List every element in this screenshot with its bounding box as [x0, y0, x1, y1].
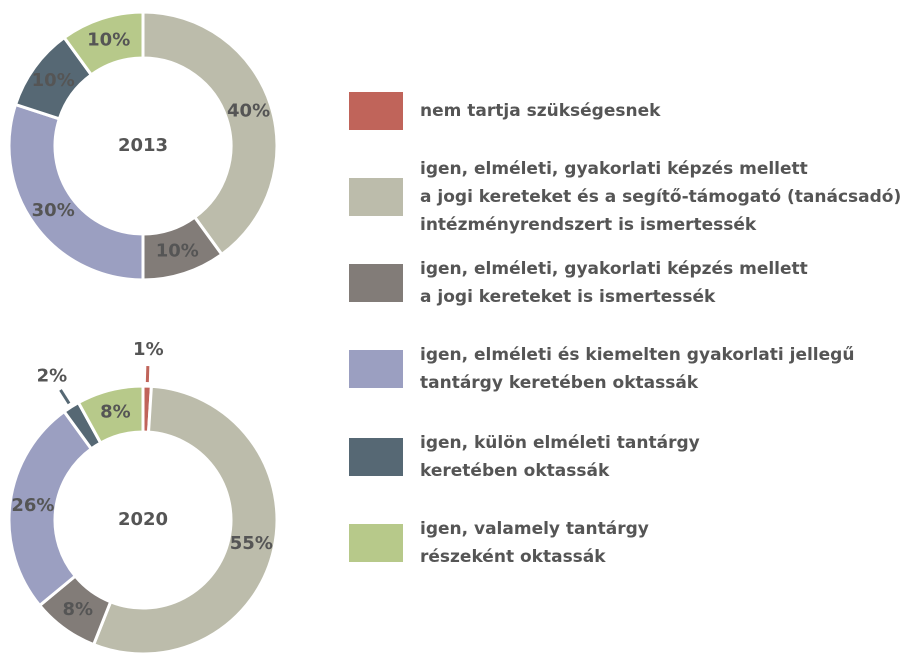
legend-swatch [349, 350, 403, 388]
chart-title: 2013 [118, 135, 168, 156]
legend-label: igen, elméleti, gyakorlati képzés mellet… [420, 159, 808, 179]
value-label: 40% [227, 101, 270, 122]
value-label: 10% [156, 241, 199, 262]
legend-swatch [349, 264, 403, 302]
legend-label: keretében oktassák [420, 461, 610, 481]
legend-label: a jogi kereteket is ismertessék [420, 287, 716, 307]
legend-label: igen, valamely tantárgy [420, 519, 649, 539]
leader-line [145, 366, 150, 383]
chart-title: 2020 [118, 509, 168, 530]
legend-swatch [349, 92, 403, 130]
legend-label: igen, elméleti és kiemelten gyakorlati j… [420, 345, 854, 365]
legend-label: tantárgy keretében oktassák [420, 373, 699, 393]
legend-swatch [349, 524, 403, 562]
legend-label: részeként oktassák [420, 547, 606, 567]
legend-label: nem tartja szükségesnek [420, 101, 661, 121]
value-label: 30% [32, 200, 75, 221]
value-label: 26% [11, 495, 54, 516]
legend-swatch [349, 438, 403, 476]
value-label: 55% [230, 533, 273, 554]
slice [91, 384, 279, 656]
value-label: 8% [100, 401, 131, 422]
value-label: 8% [62, 599, 93, 620]
legend-label: igen, elméleti, gyakorlati képzés mellet… [420, 259, 808, 279]
legend-swatch [349, 178, 403, 216]
slice [141, 10, 279, 257]
slice [76, 384, 145, 445]
value-label: 10% [32, 70, 75, 91]
value-label: 1% [133, 339, 164, 360]
legend-label: igen, külön elméleti tantárgy [420, 433, 700, 453]
value-label: 2% [37, 365, 68, 386]
slice [7, 102, 145, 282]
legend-label: a jogi kereteket és a segítő-támogató (t… [420, 187, 901, 207]
leader-line [59, 389, 71, 405]
slice [62, 10, 145, 77]
value-label: 10% [87, 29, 130, 50]
legend-label: intézményrendszert is ismertessék [420, 215, 757, 235]
